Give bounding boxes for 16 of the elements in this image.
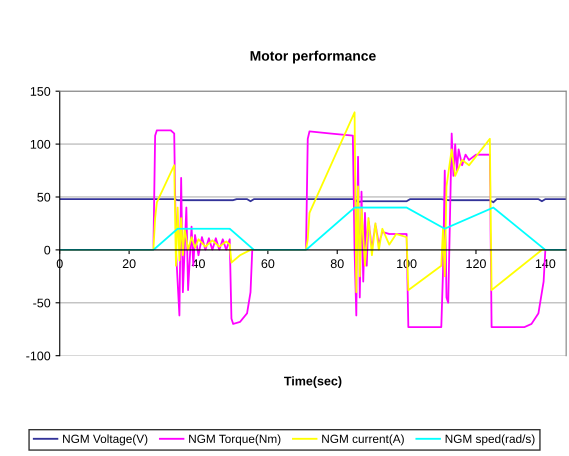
x-tick-label: 80 xyxy=(330,259,344,268)
y-tick-label: 50 xyxy=(37,192,50,202)
legend-label: NGM current(A) xyxy=(322,434,404,446)
y-tick-label: 0 xyxy=(44,246,50,255)
legend-label: NGM Voltage(V) xyxy=(63,434,148,446)
chart-title: Motor performance xyxy=(250,50,376,64)
y-tick-label: -100 xyxy=(26,351,50,360)
y-tick-label: 100 xyxy=(30,140,50,149)
x-tick-label: 120 xyxy=(466,259,486,268)
x-tick-label: 60 xyxy=(262,259,274,268)
legend-label: NGM sped(rad/s) xyxy=(446,434,534,446)
y-tick-label: 150 xyxy=(30,87,50,96)
x-axis-title: Time(sec) xyxy=(284,376,342,388)
legend-label: NGM Torque(Nm) xyxy=(189,434,280,446)
y-tick-label: -50 xyxy=(33,298,50,308)
x-tick-label: 20 xyxy=(122,259,136,268)
